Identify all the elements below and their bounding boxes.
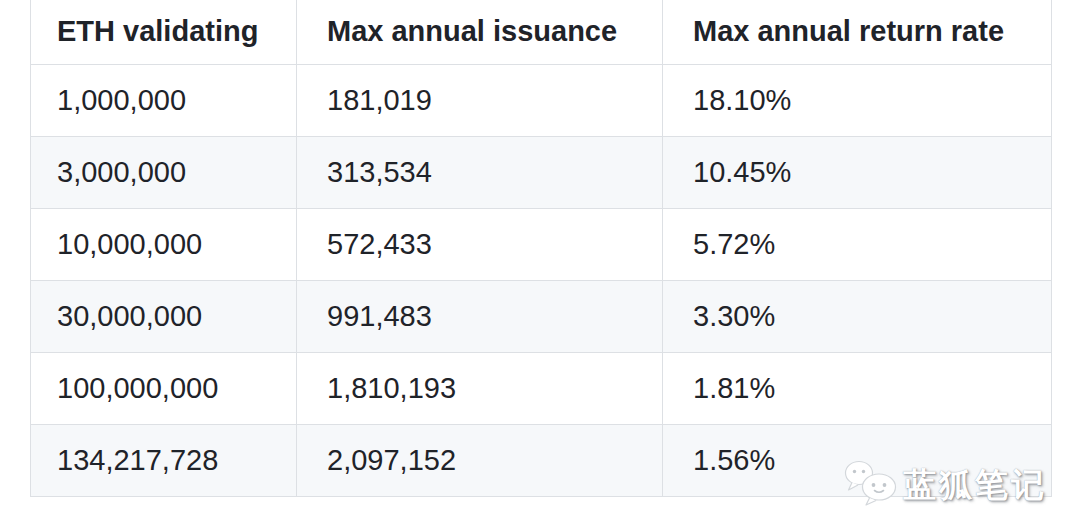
cell-max-issuance: 181,019 xyxy=(297,64,663,136)
table-row: 30,000,000 991,483 3.30% xyxy=(31,280,1052,352)
table-row: 1,000,000 181,019 18.10% xyxy=(31,64,1052,136)
cell-eth-validating: 10,000,000 xyxy=(31,208,297,280)
table-row: 100,000,000 1,810,193 1.81% xyxy=(31,352,1052,424)
cell-max-issuance: 313,534 xyxy=(297,136,663,208)
cell-return-rate: 18.10% xyxy=(663,64,1052,136)
cell-max-issuance: 2,097,152 xyxy=(297,424,663,496)
screenshot-canvas: ETH validating Max annual issuance Max a… xyxy=(0,0,1080,512)
cell-eth-validating: 3,000,000 xyxy=(31,136,297,208)
cell-max-issuance: 1,810,193 xyxy=(297,352,663,424)
header-max-annual-return-rate: Max annual return rate xyxy=(663,0,1052,64)
table-row: 3,000,000 313,534 10.45% xyxy=(31,136,1052,208)
cell-return-rate: 5.72% xyxy=(663,208,1052,280)
table-header-row: ETH validating Max annual issuance Max a… xyxy=(31,0,1052,64)
cell-eth-validating: 1,000,000 xyxy=(31,64,297,136)
cell-max-issuance: 991,483 xyxy=(297,280,663,352)
cell-max-issuance: 572,433 xyxy=(297,208,663,280)
cell-eth-validating: 100,000,000 xyxy=(31,352,297,424)
cell-return-rate: 1.81% xyxy=(663,352,1052,424)
cell-eth-validating: 30,000,000 xyxy=(31,280,297,352)
eth-issuance-table: ETH validating Max annual issuance Max a… xyxy=(30,0,1052,497)
table-row: 134,217,728 2,097,152 1.56% xyxy=(31,424,1052,496)
cell-return-rate: 10.45% xyxy=(663,136,1052,208)
table-row: 10,000,000 572,433 5.72% xyxy=(31,208,1052,280)
cell-eth-validating: 134,217,728 xyxy=(31,424,297,496)
header-eth-validating: ETH validating xyxy=(31,0,297,64)
cell-return-rate: 1.56% xyxy=(663,424,1052,496)
header-max-annual-issuance: Max annual issuance xyxy=(297,0,663,64)
cell-return-rate: 3.30% xyxy=(663,280,1052,352)
